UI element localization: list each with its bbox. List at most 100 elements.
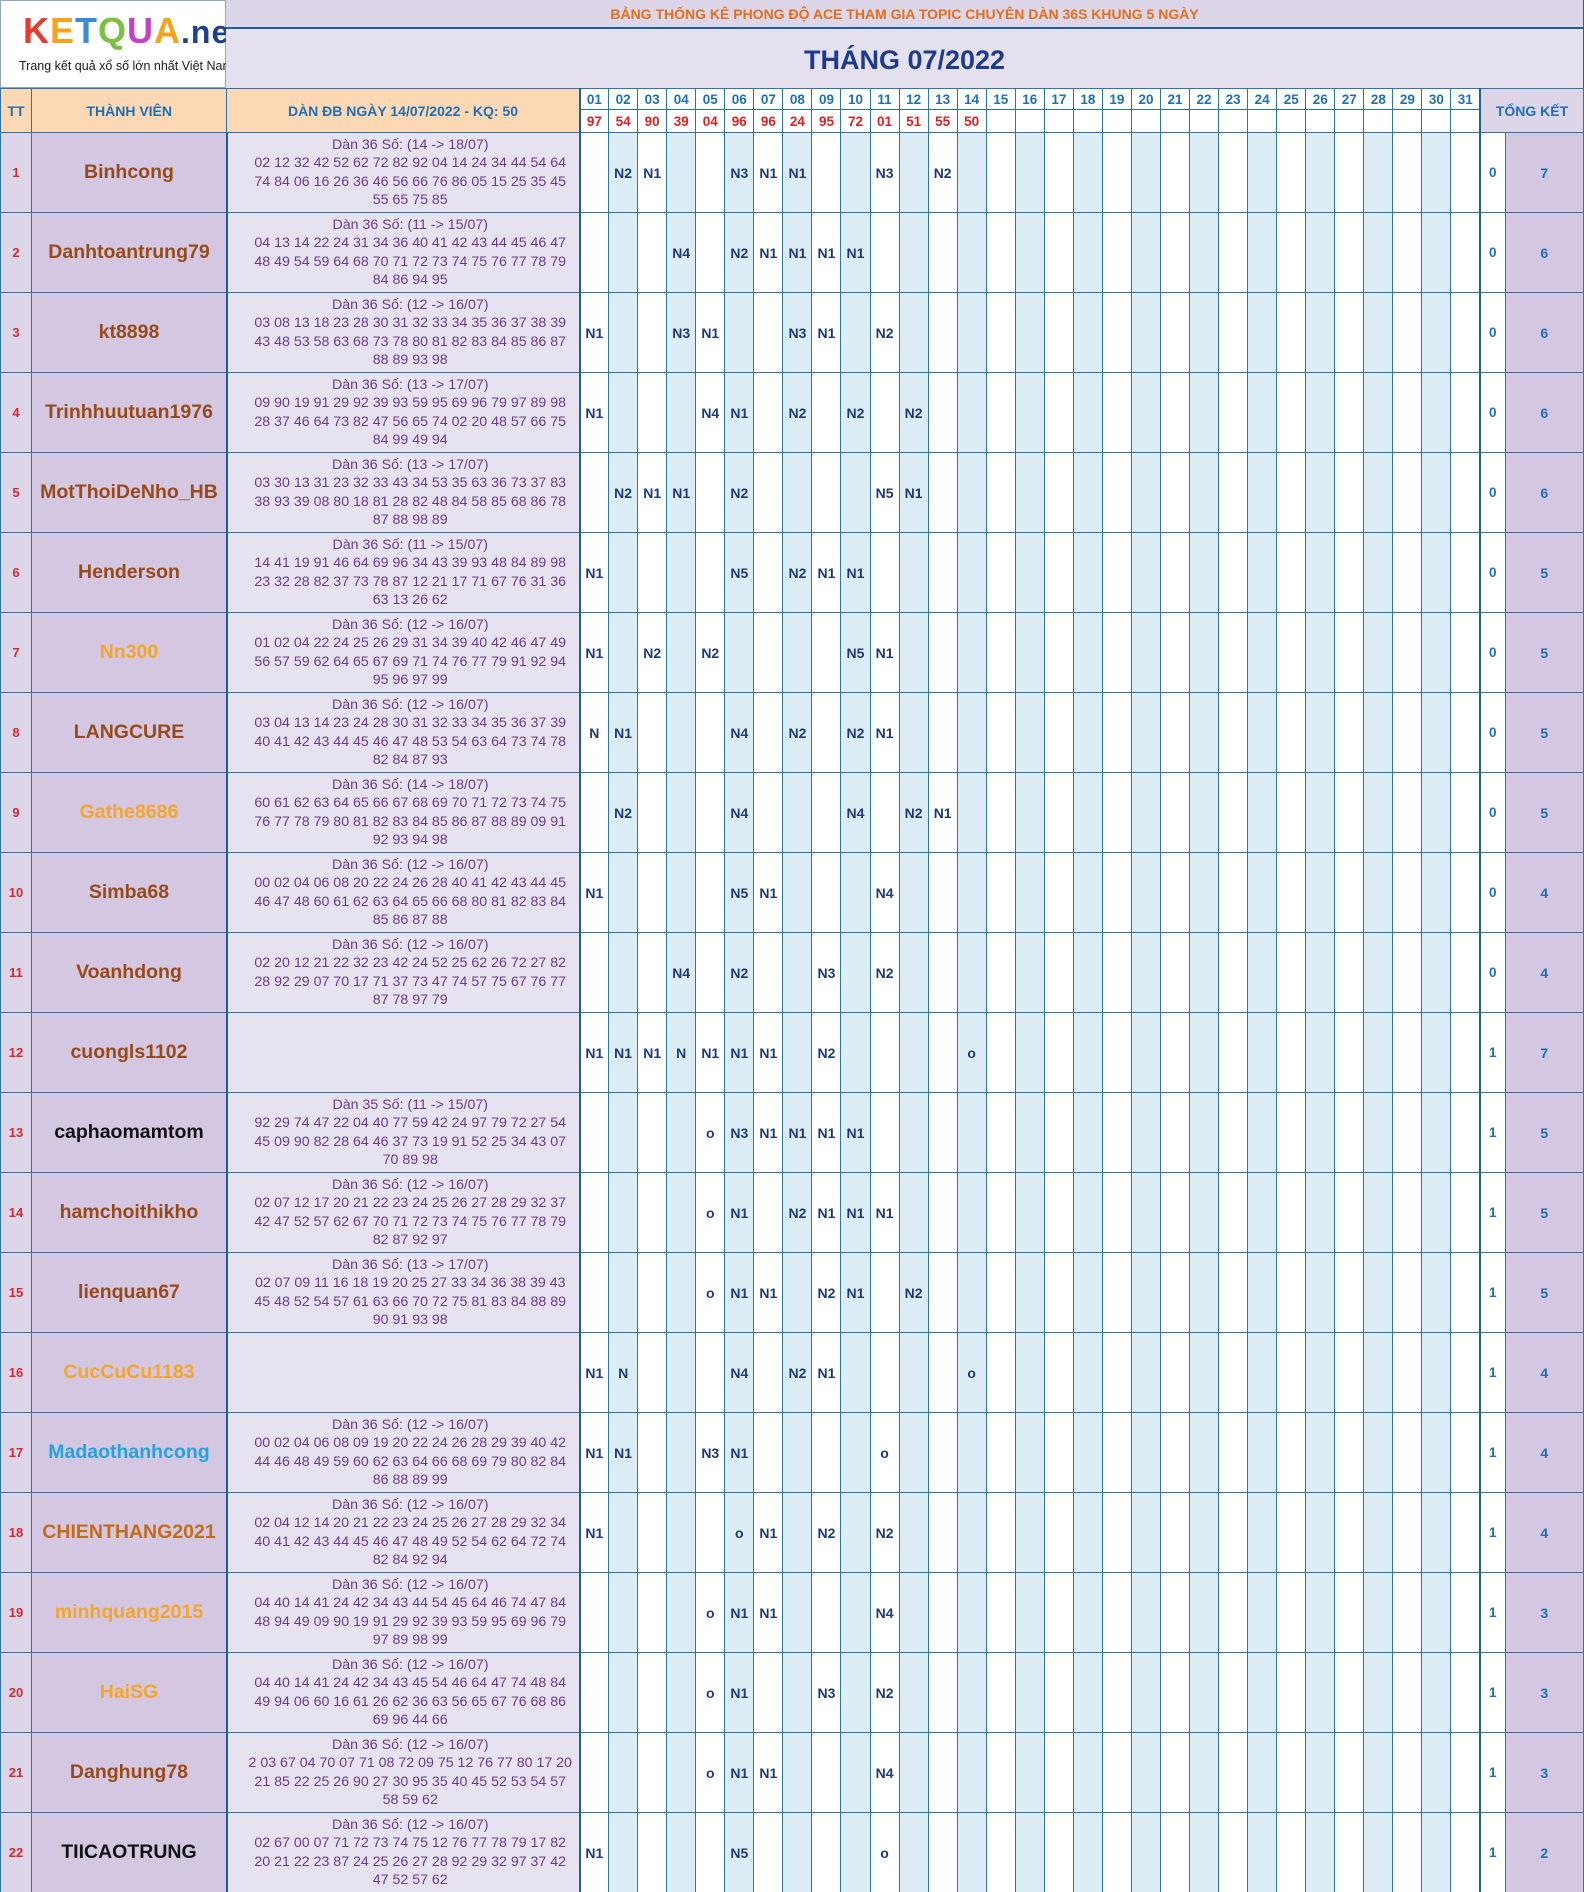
day-cell: N1 bbox=[782, 1092, 813, 1173]
day-cell: N2 bbox=[898, 372, 929, 453]
day-cell bbox=[1218, 852, 1249, 933]
day-cell bbox=[1218, 932, 1249, 1013]
member-name[interactable]: Binhcong bbox=[31, 132, 228, 213]
member-name[interactable]: HaiSG bbox=[31, 1652, 228, 1733]
day-header: 03 bbox=[637, 87, 668, 111]
day-cell bbox=[956, 1812, 987, 1892]
day-cell bbox=[1363, 1412, 1394, 1493]
day-cell: N2 bbox=[840, 692, 871, 773]
day-cell: N1 bbox=[666, 452, 697, 533]
day-cell bbox=[1218, 132, 1249, 213]
day-cell bbox=[1130, 852, 1162, 933]
dan-line: 21 85 22 25 26 90 27 30 95 35 40 45 52 5… bbox=[254, 1773, 567, 1790]
day-cell bbox=[927, 1332, 958, 1413]
member-name[interactable]: Henderson bbox=[31, 532, 228, 613]
member-name[interactable]: LANGCURE bbox=[31, 692, 228, 773]
day-cell bbox=[811, 372, 842, 453]
day-cell: N2 bbox=[898, 1252, 929, 1333]
day-cell: N1 bbox=[579, 292, 610, 373]
member-name[interactable]: kt8898 bbox=[31, 292, 228, 373]
day-cell bbox=[1247, 292, 1278, 373]
day-cell bbox=[1218, 1652, 1249, 1733]
member-name[interactable]: hamchoithikho bbox=[31, 1172, 228, 1253]
day-cell: N1 bbox=[753, 1572, 784, 1653]
member-name[interactable]: Madaothanhcong bbox=[31, 1412, 228, 1493]
day-cell bbox=[1363, 772, 1394, 853]
day-cell bbox=[637, 1492, 668, 1573]
day-cell bbox=[666, 532, 697, 613]
day-cell bbox=[579, 452, 610, 533]
day-cell: o bbox=[956, 1332, 987, 1413]
member-name[interactable]: Gathe8686 bbox=[31, 772, 228, 853]
day-cell bbox=[1072, 372, 1103, 453]
day-cell bbox=[1072, 212, 1103, 293]
day-cell: N2 bbox=[724, 932, 755, 1013]
day-cell bbox=[1421, 772, 1452, 853]
dan-numbers: Dàn 36 Số: (12 -> 16/07) 2 03 67 04 70 07… bbox=[226, 1732, 581, 1813]
dan-line: 44 46 48 49 59 60 62 63 64 66 68 69 79 8… bbox=[254, 1453, 567, 1470]
day-cell bbox=[1305, 1572, 1336, 1653]
dan-numbers: Dàn 36 Số: (11 -> 15/07) 14 41 19 91 46 6… bbox=[226, 532, 581, 613]
header-tt: TT bbox=[0, 88, 33, 133]
day-cell: N5 bbox=[724, 852, 755, 933]
member-row: 16 CucCuCu1183 N1 N N4 N2 N1 o 1 4 bbox=[0, 1332, 1584, 1413]
day-cell bbox=[666, 372, 697, 453]
member-name[interactable]: cuongls1102 bbox=[31, 1012, 228, 1093]
result-cell bbox=[1130, 109, 1162, 133]
result-cell: 96 bbox=[753, 109, 784, 133]
day-cell bbox=[1043, 372, 1074, 453]
day-cell bbox=[869, 1252, 900, 1333]
member-name[interactable]: Danghung78 bbox=[31, 1732, 228, 1813]
day-cell bbox=[782, 852, 813, 933]
day-cell bbox=[1392, 1572, 1423, 1653]
member-name[interactable]: Voanhdong bbox=[31, 932, 228, 1013]
dan-line: 2 03 67 04 70 07 71 08 72 09 75 12 76 77… bbox=[248, 1755, 572, 1771]
day-cell bbox=[927, 1092, 958, 1173]
day-cell bbox=[1305, 932, 1336, 1013]
day-cell bbox=[1072, 1332, 1103, 1413]
day-cell bbox=[985, 1332, 1016, 1413]
day-cell bbox=[1450, 692, 1481, 773]
dan-line: Dàn 36 Số: (12 -> 16/07) bbox=[331, 856, 489, 873]
member-name[interactable]: minhquang2015 bbox=[31, 1572, 228, 1653]
day-cell bbox=[985, 1172, 1016, 1253]
member-name[interactable]: Danhtoantrung79 bbox=[31, 212, 228, 293]
day-cell bbox=[956, 372, 987, 453]
day-cell bbox=[840, 1332, 871, 1413]
member-name[interactable]: Nn300 bbox=[31, 612, 228, 693]
day-cell bbox=[1421, 292, 1452, 373]
day-cell bbox=[1392, 1332, 1423, 1413]
day-cell: N5 bbox=[724, 532, 755, 613]
day-cell bbox=[840, 292, 871, 373]
member-name[interactable]: CucCuCu1183 bbox=[31, 1332, 228, 1413]
day-cell bbox=[1130, 532, 1162, 613]
day-cell bbox=[1159, 1732, 1191, 1813]
day-cell: o bbox=[956, 1012, 987, 1093]
day-cell bbox=[1247, 692, 1278, 773]
result-cell: 96 bbox=[724, 109, 755, 133]
ketqua-logo[interactable]: KETQUA.net Trang kết quả xổ số lớn nhất … bbox=[0, 0, 241, 88]
dan-line: 92 93 94 98 bbox=[372, 832, 448, 848]
day-cell bbox=[666, 1572, 697, 1653]
day-cell: N1 bbox=[579, 1332, 610, 1413]
member-name[interactable]: lienquan67 bbox=[31, 1252, 228, 1333]
day-cell bbox=[985, 1572, 1016, 1653]
dan-line: Dàn 36 Số: (12 -> 16/07) bbox=[331, 1176, 489, 1193]
result-cell bbox=[1276, 109, 1307, 133]
member-name[interactable]: caphaomamtom bbox=[31, 1092, 228, 1173]
day-cell bbox=[1043, 612, 1074, 693]
day-cell bbox=[637, 1092, 668, 1173]
day-cell bbox=[1043, 452, 1074, 533]
day-cell: N1 bbox=[753, 1252, 784, 1333]
day-cell bbox=[637, 932, 668, 1013]
member-name[interactable]: TIICAOTRUNG bbox=[31, 1812, 228, 1892]
member-name[interactable]: MotThoiDeNho_HB bbox=[31, 452, 228, 533]
day-cell bbox=[753, 532, 784, 613]
day-cell bbox=[782, 1572, 813, 1653]
member-name[interactable]: Trinhhuutuan1976 bbox=[31, 372, 228, 453]
member-name[interactable]: CHIENTHANG2021 bbox=[31, 1492, 228, 1573]
day-cell bbox=[1247, 932, 1278, 1013]
day-cell bbox=[1334, 1732, 1365, 1813]
day-cell bbox=[898, 1572, 929, 1653]
member-name[interactable]: Simba68 bbox=[31, 852, 228, 933]
